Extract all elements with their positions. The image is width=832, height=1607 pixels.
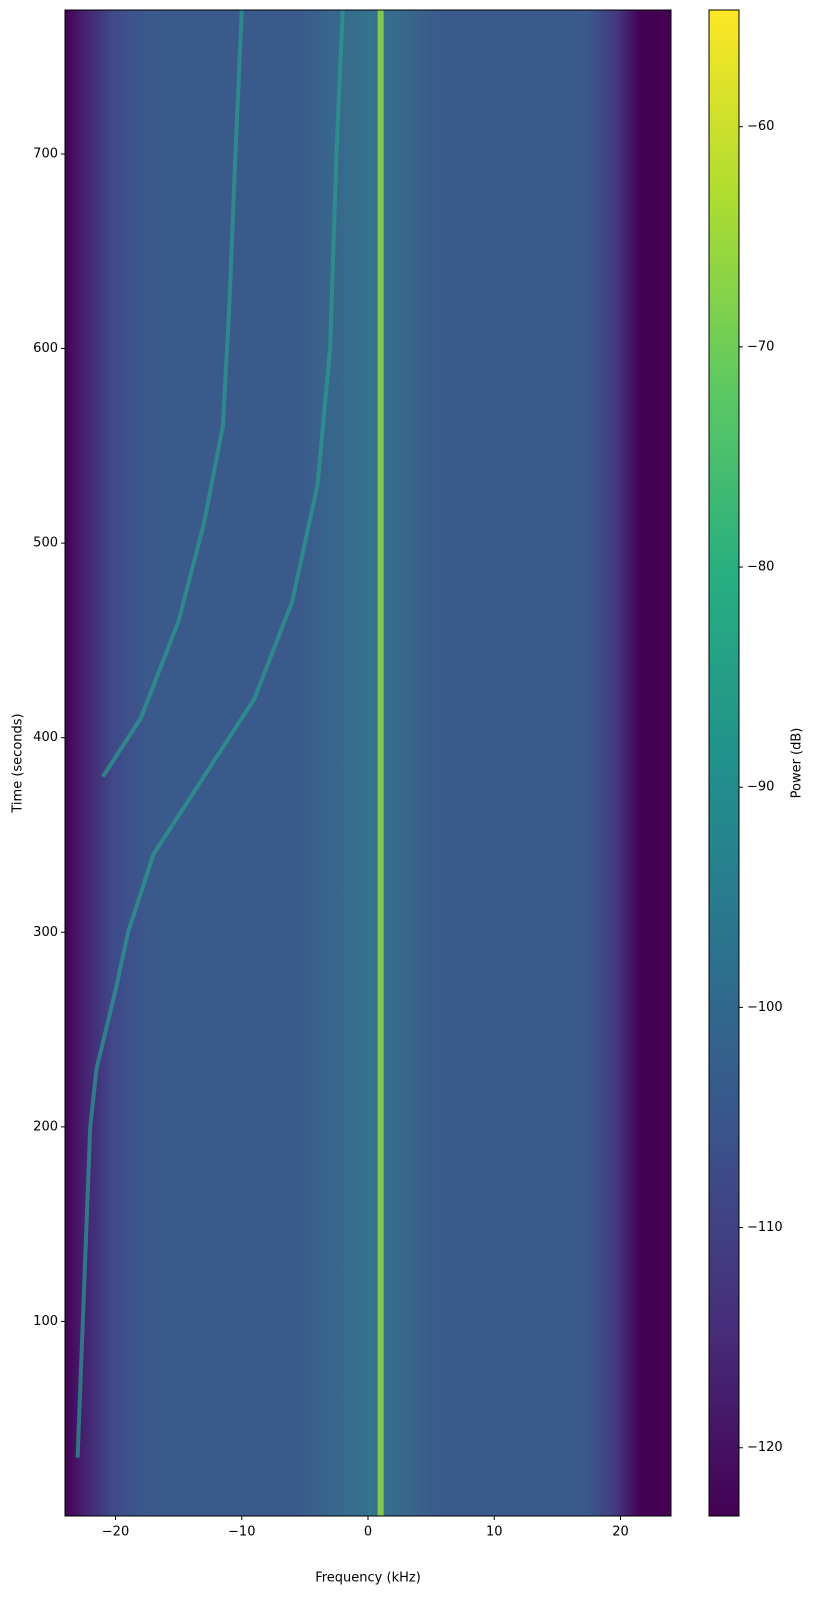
colorbar-tick-label: −80 — [747, 560, 774, 575]
y-tick-label: 500 — [33, 536, 58, 551]
x-axis-label: Frequency (kHz) — [315, 1571, 421, 1586]
y-axis-label: Time (seconds) — [11, 713, 26, 813]
x-tick-label: 10 — [486, 1525, 503, 1540]
signal-trace — [101, 9, 244, 778]
colorbar-tick-label: −100 — [747, 1000, 783, 1015]
colorbar-tick-label: −90 — [747, 780, 774, 795]
colorbar-tick-label: −70 — [747, 339, 774, 354]
y-tick-label: 400 — [33, 730, 58, 745]
colorbar-tick-label: −60 — [747, 119, 774, 134]
x-tick-label: 20 — [612, 1525, 629, 1540]
y-tick-label: 200 — [33, 1119, 58, 1134]
colorbar-tick-label: −120 — [747, 1440, 783, 1455]
carrier-sidebands — [300, 10, 440, 1516]
y-tick-label: 700 — [33, 146, 58, 161]
signal-trace — [75, 9, 345, 1458]
x-tick-label: −10 — [228, 1525, 255, 1540]
x-tick-label: 0 — [364, 1525, 372, 1540]
y-tick-label: 600 — [33, 341, 58, 356]
colorbar-label: Power (dB) — [790, 728, 805, 799]
x-tick-label: −20 — [102, 1525, 129, 1540]
y-tick-label: 100 — [33, 1314, 58, 1329]
colorbar — [708, 9, 740, 1517]
colorbar-tick-label: −110 — [747, 1220, 783, 1235]
y-tick-label: 300 — [33, 925, 58, 940]
